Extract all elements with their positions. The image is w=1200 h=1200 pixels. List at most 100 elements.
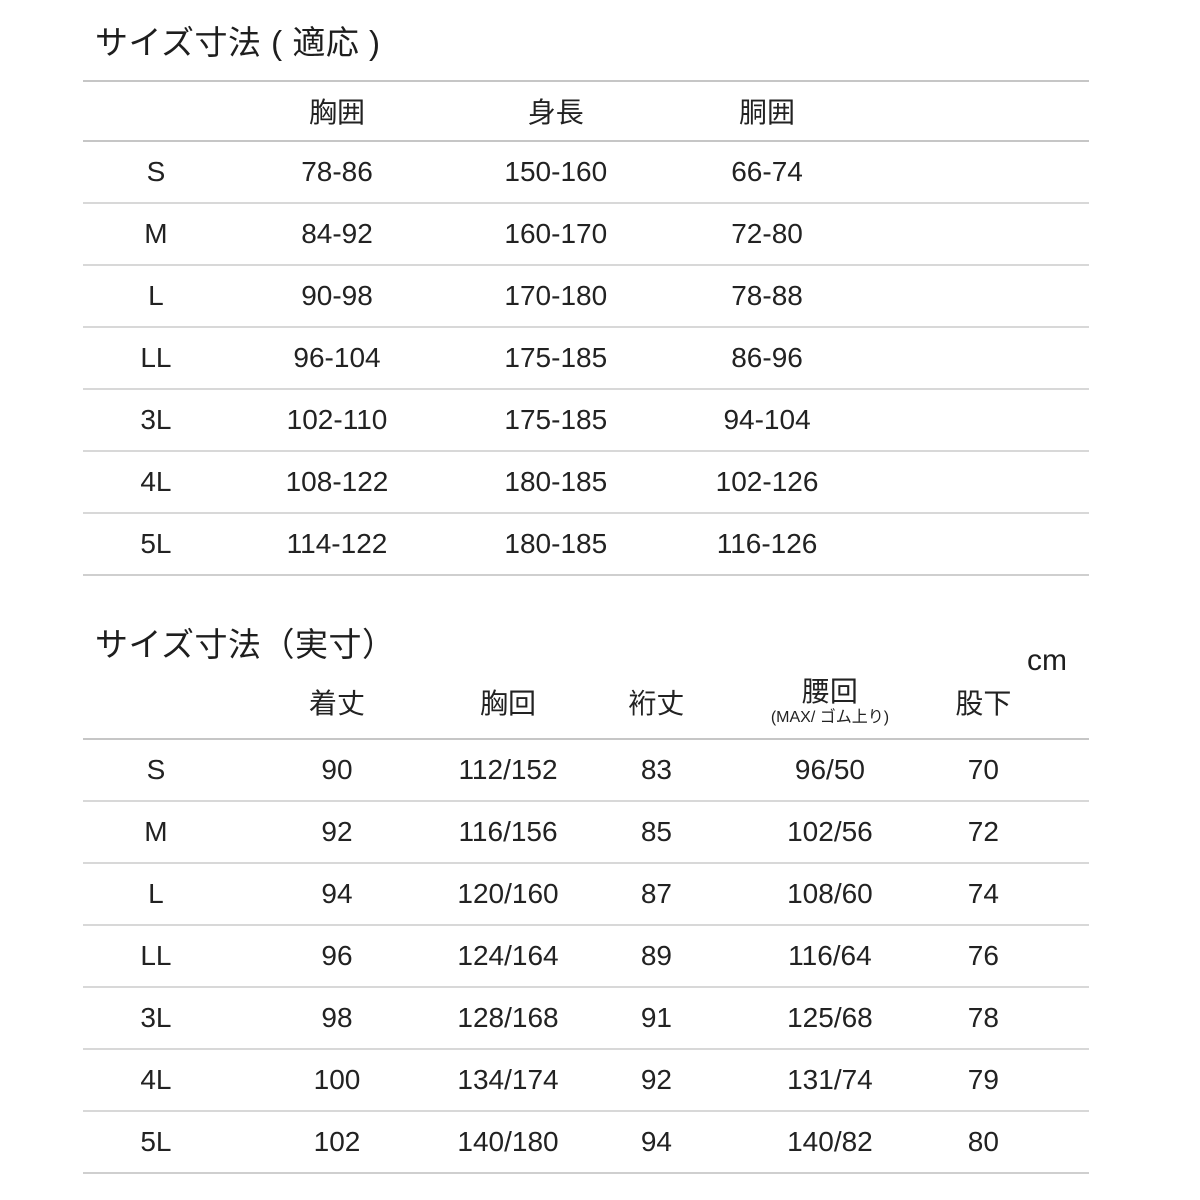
fit-size-table: 胸囲 身長 胴囲 S 78-86 150-160 66-74 M 84-92 [83,80,1089,576]
body-length-value: 92 [228,801,446,864]
filler-cell [1048,739,1089,802]
filler-cell [867,203,1089,266]
chest-value: 84-92 [228,203,446,266]
size-chart-page: サイズ寸法 ( 適応 ) 胸囲 身長 胴囲 S 78-86 150-160 [83,0,1089,1174]
size-label: S [83,141,229,204]
height-value: 175-185 [445,327,667,390]
table-row: 3L 98 128/168 91 125/68 78 [83,987,1089,1050]
filler-cell [867,451,1089,514]
waist-value: 131/74 [741,1049,918,1112]
height-value: 150-160 [445,141,667,204]
fit-header-height: 身長 [445,80,667,142]
height-value: 180-185 [445,451,667,514]
table-row: S 78-86 150-160 66-74 [83,141,1089,204]
filler-cell [867,513,1089,576]
fit-header-row: 胸囲 身長 胴囲 [83,80,1089,142]
height-value: 160-170 [445,203,667,266]
chest-value: 112/152 [445,739,571,802]
sleeve-value: 91 [570,987,742,1050]
actual-table-body: S 90 112/152 83 96/50 70 M 92 116/156 85… [83,739,1089,1174]
filler-cell [1048,1049,1089,1112]
chest-value: 128/168 [445,987,571,1050]
waist-value: 116/64 [741,925,918,988]
fit-header-size [83,80,229,142]
size-label: 3L [83,987,229,1050]
height-value: 175-185 [445,389,667,452]
body-length-value: 94 [228,863,446,926]
size-label: LL [83,327,229,390]
filler-cell [1048,987,1089,1050]
body-length-value: 90 [228,739,446,802]
fit-header-waist: 胴囲 [666,80,868,142]
body-length-value: 98 [228,987,446,1050]
waist-value: 102/56 [741,801,918,864]
fit-header-chest: 胸囲 [228,80,446,142]
chest-value: 102-110 [228,389,446,452]
inseam-value: 76 [917,925,1049,988]
height-value: 180-185 [445,513,667,576]
waist-value: 125/68 [741,987,918,1050]
chest-value: 96-104 [228,327,446,390]
filler-cell [1048,863,1089,926]
table-row: 3L 102-110 175-185 94-104 [83,389,1089,452]
actual-title-row: サイズ寸法（実寸） cm [83,618,1089,676]
actual-header-inseam: 股下 [917,666,1049,740]
chest-value: 90-98 [228,265,446,328]
inseam-value: 78 [917,987,1049,1050]
fit-header-filler [867,80,1089,142]
table-row: LL 96-104 175-185 86-96 [83,327,1089,390]
chest-value: 108-122 [228,451,446,514]
waist-value: 102-126 [666,451,868,514]
sleeve-value: 85 [570,801,742,864]
chest-value: 124/164 [445,925,571,988]
chest-value: 134/174 [445,1049,571,1112]
actual-header-filler [1048,666,1089,740]
waist-value: 140/82 [741,1111,918,1174]
filler-cell [867,327,1089,390]
table-row: L 94 120/160 87 108/60 74 [83,863,1089,926]
table-row: 4L 108-122 180-185 102-126 [83,451,1089,514]
size-label: 4L [83,1049,229,1112]
size-label: 4L [83,451,229,514]
height-value: 170-180 [445,265,667,328]
actual-header-waist-note: (MAX/ ゴム上り) [770,709,890,727]
sleeve-value: 89 [570,925,742,988]
table-row: LL 96 124/164 89 116/64 76 [83,925,1089,988]
fit-table-title: サイズ寸法 ( 適応 ) [95,24,381,61]
actual-header-waist: 腰回 (MAX/ ゴム上り) [741,666,918,740]
filler-cell [867,265,1089,328]
chest-value: 114-122 [228,513,446,576]
actual-header-body-length: 着丈 [228,666,446,740]
sleeve-value: 92 [570,1049,742,1112]
size-label: 5L [83,513,229,576]
inseam-value: 72 [917,801,1049,864]
actual-header-sleeve: 裄丈 [570,666,742,740]
size-label: 3L [83,389,229,452]
size-label: M [83,801,229,864]
size-label: M [83,203,229,266]
size-label: L [83,265,229,328]
waist-value: 72-80 [666,203,868,266]
inseam-value: 80 [917,1111,1049,1174]
sleeve-value: 83 [570,739,742,802]
inseam-value: 70 [917,739,1049,802]
fit-size-section: サイズ寸法 ( 適応 ) 胸囲 身長 胴囲 S 78-86 150-160 [83,16,1089,576]
chest-value: 140/180 [445,1111,571,1174]
waist-value: 78-88 [666,265,868,328]
actual-size-section: サイズ寸法（実寸） cm 着丈 胸回 裄丈 腰回 (MAX/ ゴム上り) 股下 [83,618,1089,1174]
actual-header-row: 着丈 胸回 裄丈 腰回 (MAX/ ゴム上り) 股下 [83,666,1089,740]
size-label: LL [83,925,229,988]
fit-table-body: S 78-86 150-160 66-74 M 84-92 160-170 72… [83,141,1089,576]
sleeve-value: 87 [570,863,742,926]
table-row: 5L 114-122 180-185 116-126 [83,513,1089,576]
table-row: 4L 100 134/174 92 131/74 79 [83,1049,1089,1112]
waist-value: 94-104 [666,389,868,452]
table-row: M 92 116/156 85 102/56 72 [83,801,1089,864]
sleeve-value: 94 [570,1111,742,1174]
table-row: M 84-92 160-170 72-80 [83,203,1089,266]
actual-size-table: 着丈 胸回 裄丈 腰回 (MAX/ ゴム上り) 股下 S 90 112/152 … [83,666,1089,1174]
filler-cell [1048,925,1089,988]
actual-table-title: サイズ寸法（実寸） [95,626,396,663]
body-length-value: 96 [228,925,446,988]
actual-header-size [83,666,229,740]
